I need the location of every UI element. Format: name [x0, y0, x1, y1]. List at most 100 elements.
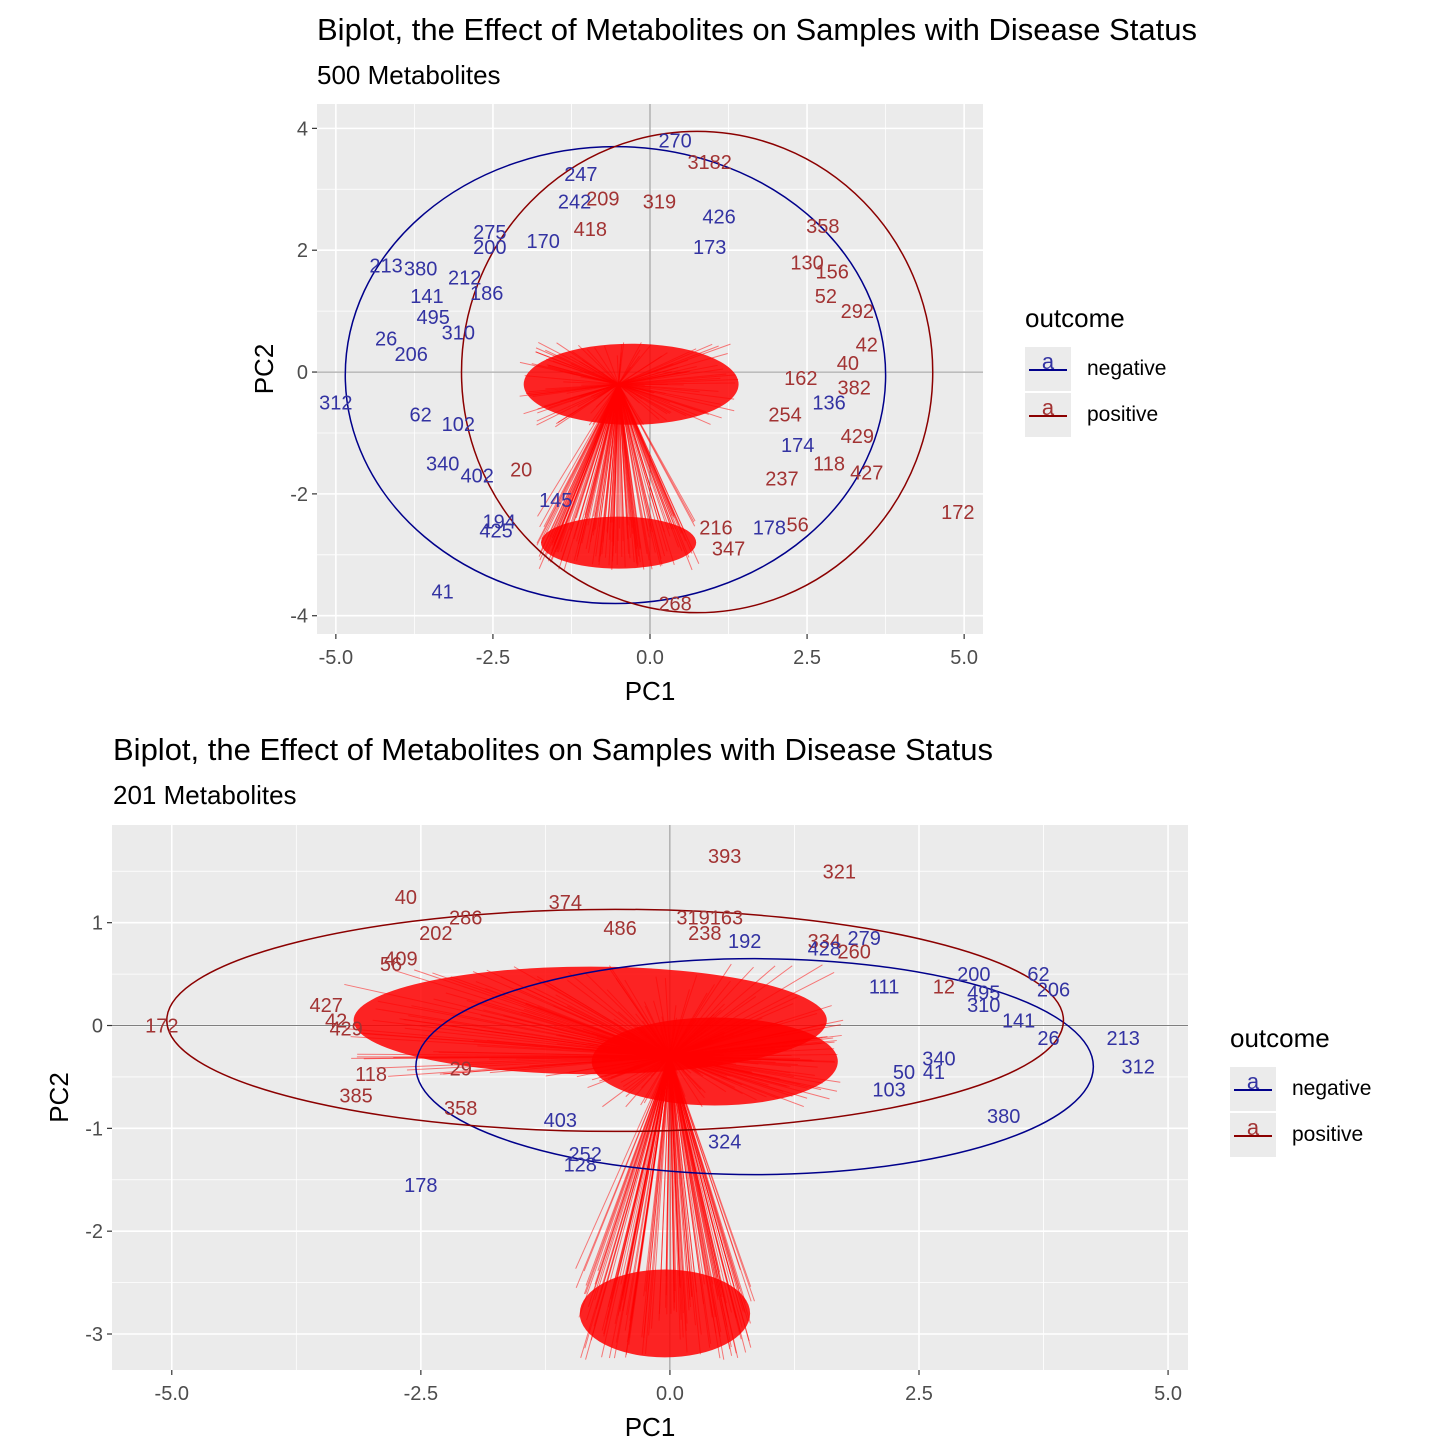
loading-arrow	[618, 384, 650, 561]
loading-arrow	[618, 384, 687, 542]
loading-arrow	[547, 384, 620, 562]
loading-arrow	[669, 1003, 725, 1057]
loading-arrow	[669, 980, 731, 1057]
point-label: 429	[329, 1019, 362, 1041]
chart-title: Biplot, the Effect of Metabolites on Sam…	[317, 12, 1197, 47]
loading-arrow	[658, 1056, 671, 1315]
point-label: 141	[1002, 1010, 1035, 1032]
loading-arrow	[633, 1055, 670, 1061]
loading-arrow	[669, 1030, 688, 1057]
loading-arrow	[669, 1056, 732, 1348]
loading-arrow	[669, 1055, 816, 1076]
point-label: 172	[941, 502, 974, 524]
loading-arrow	[618, 383, 711, 425]
legend: outcome a negative a positive	[1230, 1023, 1371, 1157]
loading-arrow	[669, 1055, 787, 1087]
x-tick-label: -5.0	[155, 1383, 189, 1405]
point-label: 237	[765, 469, 798, 491]
x-tick-label: 5.0	[1154, 1383, 1182, 1405]
point-label: 319163	[676, 908, 743, 930]
ellipse-positive	[166, 908, 1065, 1133]
legend: outcome a negative a positive	[1025, 303, 1166, 437]
legend-glyph-positive: a	[1246, 1115, 1260, 1140]
loading-arrow	[411, 1005, 671, 1057]
loading-arrow	[567, 979, 671, 1057]
point-label: 426	[702, 207, 735, 229]
y-tick-label: -2	[85, 1221, 103, 1243]
loading-arrow	[669, 1031, 723, 1057]
loading-arrow	[618, 374, 736, 385]
loading-arrow	[669, 1056, 747, 1304]
loading-arrow	[660, 1035, 671, 1057]
x-tick-label: 5.0	[950, 647, 978, 669]
loading-arrow	[555, 383, 619, 428]
loading-arrow	[604, 346, 620, 385]
loading-arrow	[593, 1056, 671, 1327]
loading-arrow	[669, 964, 823, 1057]
point-label: 358	[444, 1098, 477, 1120]
point-label: 178	[404, 1175, 437, 1197]
point-label: 141	[410, 286, 443, 308]
loading-arrow	[669, 992, 708, 1057]
loading-arrow	[669, 1047, 735, 1057]
point-label: 334	[808, 931, 841, 953]
loading-arrow	[626, 1033, 671, 1057]
loading-arrow	[618, 383, 668, 415]
point-label: 50	[893, 1062, 915, 1084]
loading-arrow	[641, 1056, 671, 1338]
loading-arrow	[602, 1055, 671, 1108]
point-label: 374	[549, 892, 582, 914]
loading-arrow	[403, 1019, 670, 1057]
point-label: 380	[404, 258, 437, 280]
x-tick-label: 2.5	[793, 647, 821, 669]
point-label: 358	[806, 216, 839, 238]
loading-arrow	[618, 364, 718, 385]
point-label: 428	[808, 938, 841, 960]
ellipse-positive	[460, 130, 934, 614]
loading-arrow	[413, 969, 671, 1057]
point-label: 382	[838, 377, 871, 399]
loading-arrow	[669, 1055, 798, 1066]
loading-arrow	[640, 1056, 671, 1106]
loading-arrow	[618, 348, 697, 385]
y-axis-title: PC2	[249, 344, 279, 395]
loading-arrow	[669, 1030, 679, 1057]
loading-arrow	[642, 1020, 671, 1057]
loading-arrow	[618, 366, 697, 385]
point-label: 486	[603, 918, 636, 940]
x-tick-label: 2.5	[905, 1383, 933, 1405]
point-label: 200	[473, 237, 506, 259]
loading-arrow	[539, 383, 620, 528]
loading-arrow	[618, 384, 700, 564]
loading-arrow	[669, 1055, 808, 1099]
loading-arrow	[669, 1048, 792, 1057]
point-label: 312	[1121, 1057, 1154, 1079]
loading-arrow	[618, 384, 641, 563]
legend-label-positive: positive	[1292, 1123, 1364, 1146]
point-label: 270	[658, 131, 691, 153]
loading-arrow	[639, 1031, 671, 1057]
loading-arrow	[622, 1056, 671, 1312]
x-axis-title: PC1	[625, 676, 676, 706]
loading-arrow	[618, 384, 620, 529]
point-label: 172	[145, 1016, 178, 1038]
point-label: 212	[448, 268, 481, 290]
loading-arrow	[669, 1013, 818, 1057]
loading-arrow	[590, 383, 619, 414]
loading-arrow	[606, 989, 671, 1057]
loading-arrow	[669, 996, 757, 1057]
x-axis-title: PC1	[625, 1412, 676, 1440]
point-label: 279	[848, 928, 881, 950]
loading-arrow	[618, 366, 679, 385]
loading-arrow	[618, 383, 668, 421]
loading-arrow	[669, 1055, 780, 1080]
loading-arrow	[602, 384, 620, 543]
loading-arrow	[669, 1031, 786, 1057]
loading-arrow	[669, 1055, 812, 1061]
loading-arrow	[624, 1056, 671, 1331]
y-tick-label: 2	[297, 240, 308, 262]
loading-arrow	[581, 384, 620, 544]
point-label: 186	[470, 283, 503, 305]
loading-arrow	[669, 1056, 703, 1107]
